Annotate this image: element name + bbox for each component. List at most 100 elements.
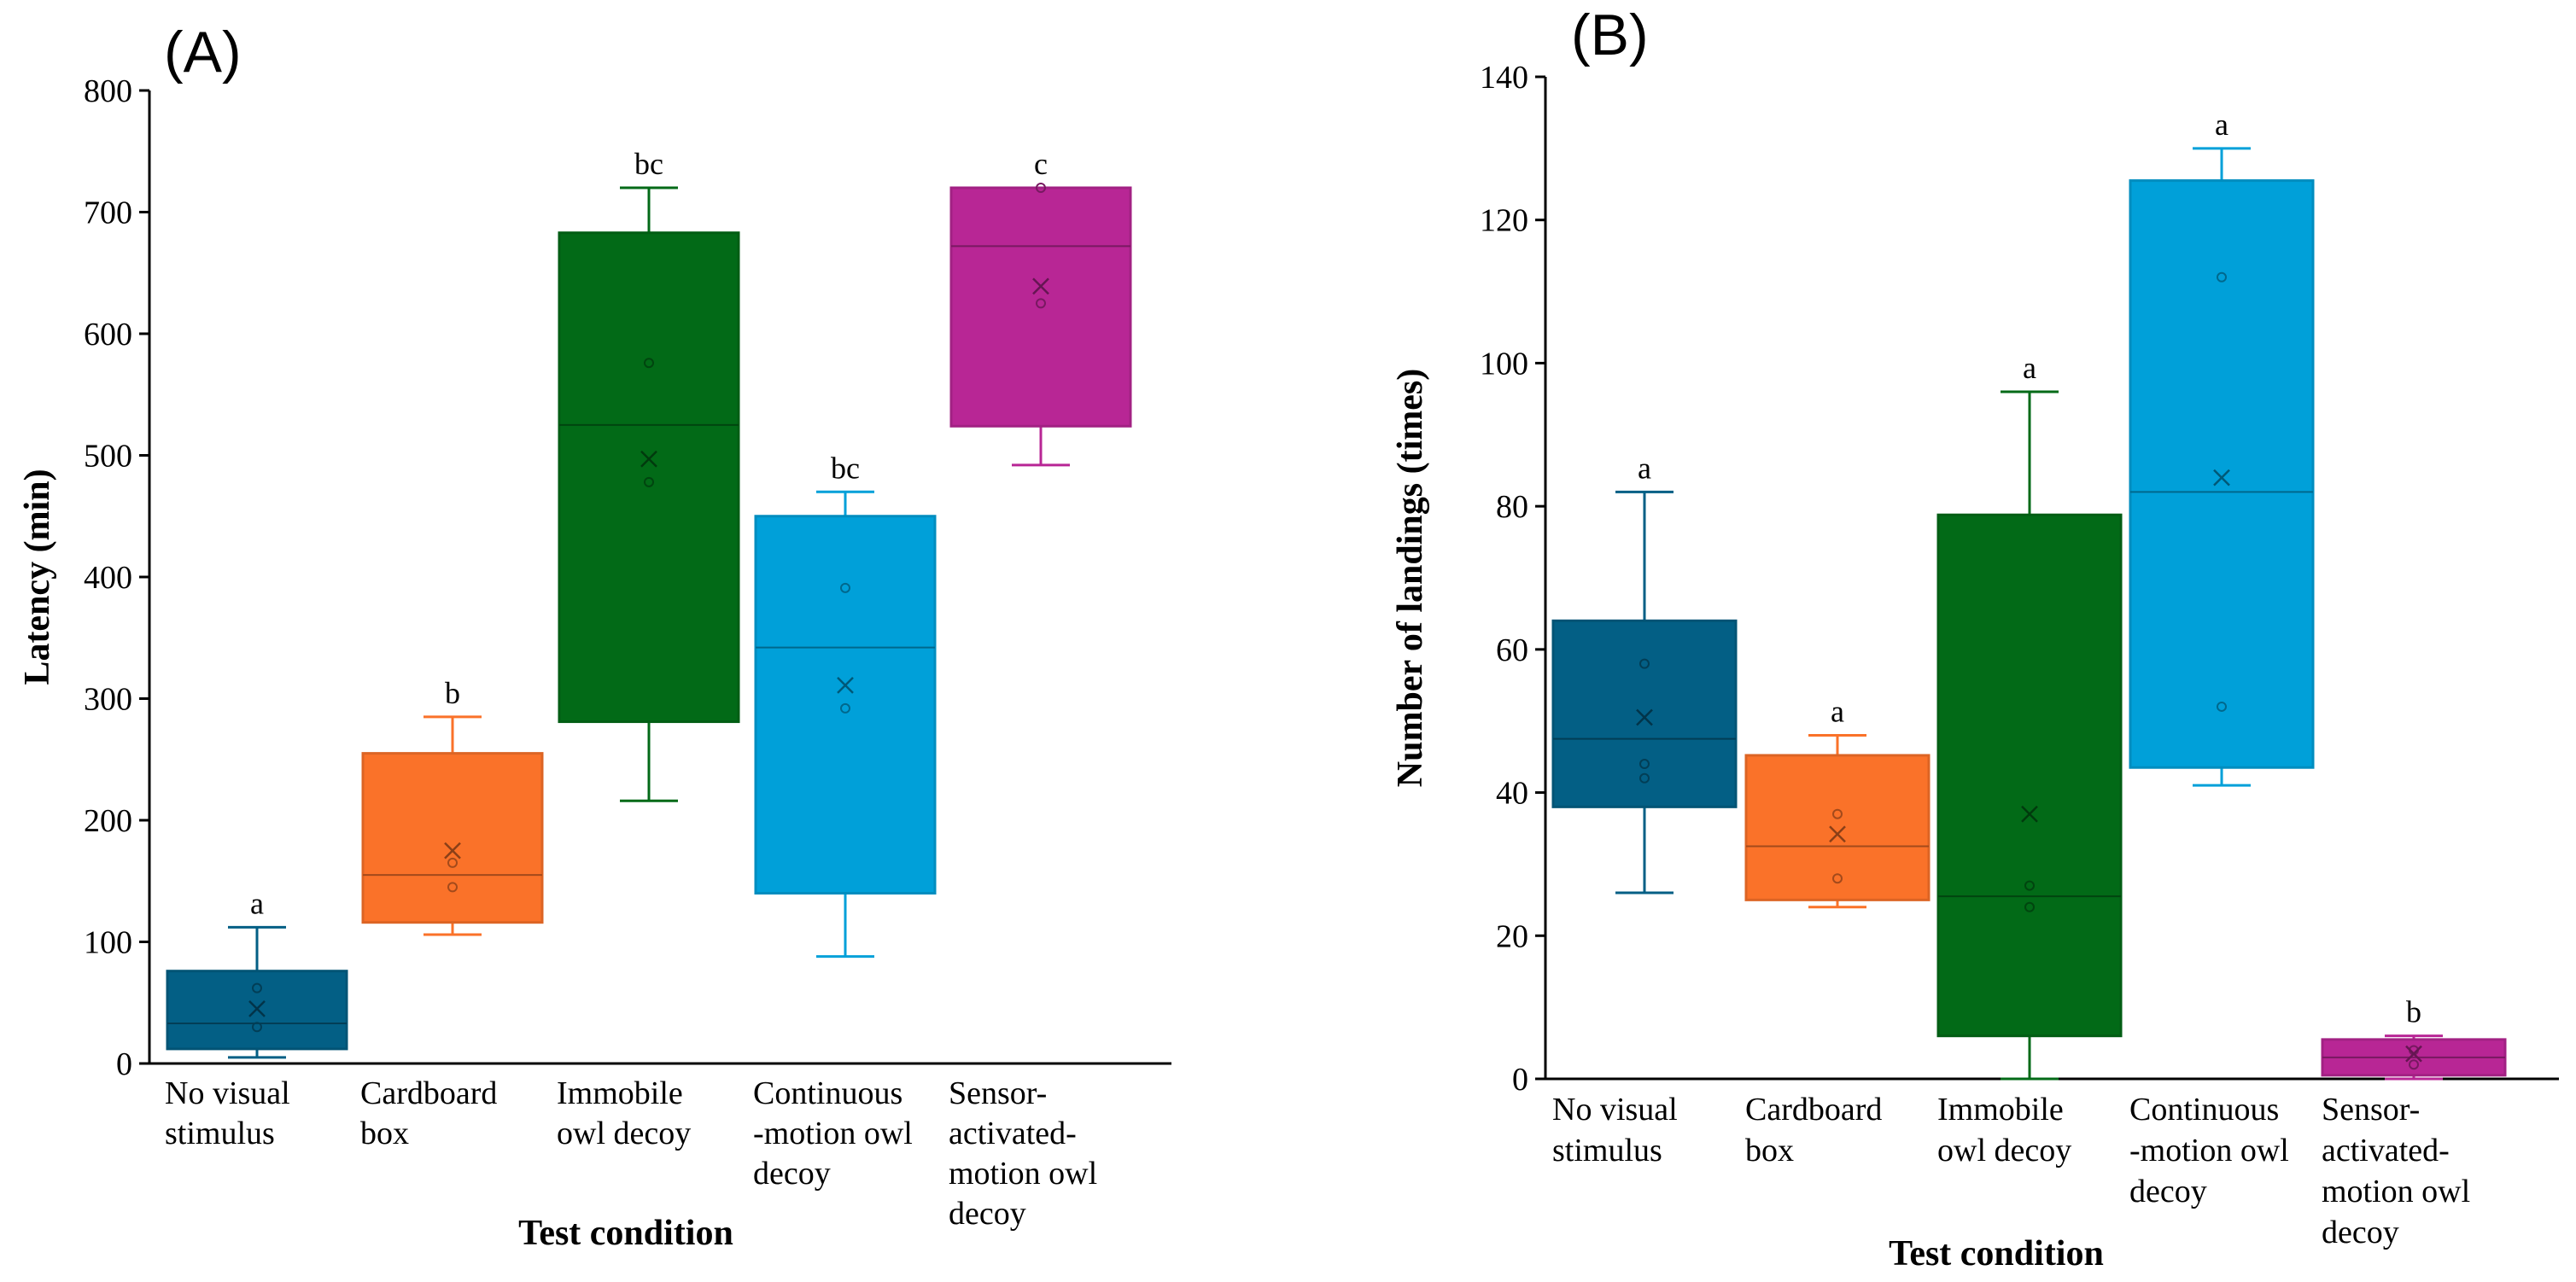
x-category-label: Sensor-activated-motion owl decoy — [2322, 1092, 2470, 1250]
x-category-label: No visual stimulus — [165, 1075, 290, 1151]
panel-a-x-axis-title: Test condition — [518, 1214, 733, 1253]
data-point — [447, 882, 458, 893]
box-plot-4: a — [2129, 108, 2315, 787]
box-plot-4: bc — [754, 451, 937, 959]
data-point — [1639, 772, 1650, 784]
y-tick-label: 100 — [1480, 346, 1528, 382]
x-category-label-line: box — [1745, 1133, 1794, 1168]
x-category-label: Continuous -motion owl decoy — [753, 1075, 913, 1192]
data-point — [1639, 759, 1650, 770]
mean-marker — [248, 999, 266, 1017]
data-point — [2024, 880, 2035, 891]
x-category-label-line: owl decoy — [557, 1116, 691, 1151]
significance-letter: bc — [831, 451, 860, 485]
significance-letter: a — [1638, 451, 1651, 485]
data-point — [840, 582, 850, 593]
y-tick-label: 300 — [84, 682, 132, 718]
y-tick-label: 700 — [84, 195, 132, 231]
data-point — [1832, 808, 1843, 819]
x-category-label-line: activated- — [2322, 1133, 2450, 1168]
mean-marker — [837, 676, 854, 694]
x-category-label-line: motion owl — [949, 1156, 1097, 1192]
y-tick-label: 400 — [84, 560, 132, 596]
y-tick-label: 40 — [1496, 776, 1528, 812]
box-plot-2: a — [1744, 694, 1931, 909]
x-category-label-line: Continuous — [753, 1075, 902, 1111]
box-plot-1: a — [166, 886, 348, 1059]
x-category-label-line: Cardboard — [1745, 1092, 1882, 1128]
x-category-label: Immobile owl decoy — [1937, 1092, 2071, 1168]
mean-marker — [1032, 277, 1049, 295]
x-category-label-line: stimulus — [165, 1116, 275, 1151]
panel-a-category-labels: No visual stimulus Cardboard box Immobile owl… — [165, 1075, 1097, 1232]
y-tick-label: 200 — [84, 803, 132, 839]
y-tick-label: 80 — [1496, 489, 1528, 525]
panel-a-y-ticks: 0 100 200 300 400 500 600 700 800 — [84, 73, 149, 1082]
significance-letter: c — [1034, 147, 1048, 181]
y-tick-label: 600 — [84, 317, 132, 353]
panel-b-boxes: a a a a b — [1551, 108, 2507, 1081]
data-point — [2024, 901, 2035, 912]
panel-b-y-ticks: 0 20 40 60 80 100 120 140 — [1480, 60, 1545, 1098]
panel-a-y-axis-title: Latency (min) — [18, 469, 57, 685]
x-category-label: No visual stimulus — [1552, 1092, 1678, 1168]
panel-a-chart: (A) Latency (min) Test condition 0 100 200… — [18, 20, 1171, 1253]
mean-marker — [2405, 1045, 2422, 1063]
data-point — [1832, 873, 1843, 884]
x-category-label-line: -motion owl — [753, 1116, 913, 1151]
x-category-label-line: stimulus — [1552, 1133, 1662, 1168]
y-tick-label: 0 — [1512, 1062, 1528, 1098]
panel-b-category-labels: No visual stimulus Cardboard box Immobile owl… — [1552, 1092, 2470, 1250]
box-plot-3: bc — [558, 147, 740, 802]
data-point — [2217, 271, 2227, 283]
box-plot-1: a — [1551, 451, 1738, 894]
box-iqr — [1551, 619, 1738, 808]
significance-letter: a — [250, 886, 264, 920]
box-plot-3: a — [1936, 351, 2123, 1081]
y-tick-label: 60 — [1496, 632, 1528, 668]
x-category-label-line: Sensor- — [949, 1075, 1047, 1111]
x-category-label-line: box — [360, 1116, 409, 1151]
panel-a-boxes: a b bc bc c — [166, 147, 1132, 1059]
panel-b-x-axis-title: Test condition — [1889, 1234, 2104, 1273]
x-category-label: Cardboard box — [1745, 1092, 1882, 1168]
data-point — [840, 702, 850, 714]
x-category-label-line: Sensor- — [2322, 1092, 2420, 1128]
data-point — [644, 358, 654, 369]
x-category-label: Cardboard box — [360, 1075, 497, 1151]
box-plot-5: c — [949, 147, 1132, 467]
data-point — [1036, 298, 1046, 309]
panel-b-label: (B) — [1571, 3, 1649, 67]
y-tick-label: 20 — [1496, 918, 1528, 954]
mean-marker — [1636, 708, 1653, 726]
x-category-label-line: motion owl — [2322, 1174, 2470, 1209]
y-tick-label: 100 — [84, 925, 132, 961]
data-point — [252, 1022, 262, 1033]
box-iqr — [2129, 179, 2315, 769]
data-point — [252, 982, 262, 994]
mean-marker — [2021, 805, 2038, 823]
x-category-label-line: No visual — [1552, 1092, 1678, 1128]
data-point — [1639, 658, 1650, 669]
significance-letter: b — [2406, 995, 2421, 1029]
x-category-label-line: -motion owl — [2129, 1133, 2289, 1168]
box-iqr — [1936, 513, 2123, 1038]
mean-marker — [640, 450, 657, 468]
significance-letter: a — [2215, 108, 2228, 142]
mean-marker — [2213, 469, 2230, 487]
significance-letter: a — [2023, 351, 2036, 385]
data-point — [447, 857, 458, 868]
x-category-label-line: decoy — [2322, 1215, 2399, 1250]
x-category-label-line: decoy — [949, 1196, 1026, 1232]
y-tick-label: 140 — [1480, 60, 1528, 96]
box-plot-5: b — [2321, 995, 2507, 1081]
x-category-label-line: decoy — [2129, 1174, 2207, 1209]
significance-letter: bc — [634, 147, 663, 181]
panel-b-chart: (B) Number of landings (times) Test cond… — [1391, 3, 2559, 1273]
x-category-label-line: Immobile — [1937, 1092, 2064, 1128]
box-plot-2: b — [361, 676, 544, 936]
data-point — [644, 476, 654, 487]
x-category-label-line: decoy — [753, 1156, 831, 1192]
y-tick-label: 500 — [84, 439, 132, 475]
